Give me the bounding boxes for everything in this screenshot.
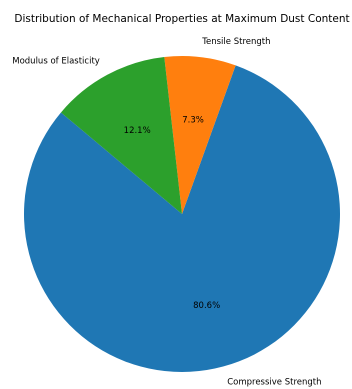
chart-title: Distribution of Mechanical Properties at… [14,13,349,25]
percent-label-tensile-strength: 7.3% [182,115,204,125]
pie-slice-compressive-strength [24,65,341,373]
percent-label-modulus-of-elasticity: 12.1% [124,126,151,136]
pie-slices [24,55,341,373]
category-labels: Compressive Strength Tensile Strength Modu… [12,37,321,387]
percent-label-compressive-strength: 80.6% [193,301,220,311]
category-label-modulus-of-elasticity: Modulus of Elasticity [12,56,100,66]
percent-labels: 80.6% 7.3% 12.1% [124,115,221,311]
category-label-tensile-strength: Tensile Strength [201,37,270,47]
pie-slice-tensile-strength [164,55,236,214]
pie-slice-modulus-of-elasticity [60,56,182,214]
category-label-compressive-strength: Compressive Strength [227,377,321,387]
